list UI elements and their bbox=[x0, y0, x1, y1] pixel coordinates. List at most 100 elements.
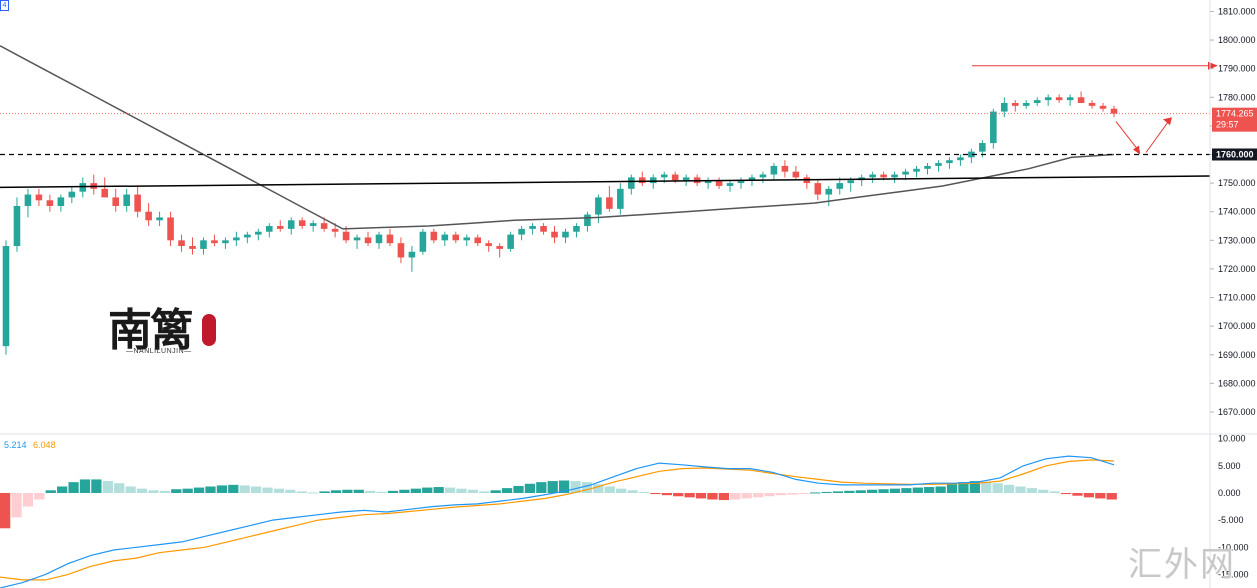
macd-histogram-bar bbox=[809, 492, 821, 494]
macd-pane[interactable] bbox=[0, 455, 1117, 588]
price-tick-label: 1740.000 bbox=[1218, 207, 1256, 217]
last-price-value: 1774.265 bbox=[1216, 109, 1254, 119]
candle bbox=[803, 174, 811, 189]
candle-body bbox=[562, 231, 569, 238]
macd-histogram-bar bbox=[182, 488, 193, 493]
macd-histogram-bar bbox=[752, 493, 764, 498]
candle bbox=[1088, 100, 1096, 109]
candle-body bbox=[397, 243, 405, 258]
macd-histogram-bar bbox=[422, 487, 433, 493]
candle bbox=[134, 185, 141, 218]
macd-histogram-bar bbox=[969, 481, 980, 493]
candle-body bbox=[244, 234, 251, 238]
price-tick-label: 1710.000 bbox=[1218, 293, 1256, 303]
candle-body bbox=[1022, 102, 1030, 106]
candle-body bbox=[1066, 97, 1074, 101]
candle-body bbox=[222, 240, 229, 244]
candle bbox=[792, 165, 800, 181]
candle-body bbox=[584, 214, 591, 227]
candle bbox=[211, 234, 218, 247]
candle bbox=[1011, 100, 1019, 112]
candle-body bbox=[737, 180, 745, 184]
candle-body bbox=[46, 200, 54, 206]
macd-histogram-bar bbox=[627, 490, 638, 493]
macd-histogram-bar bbox=[741, 493, 752, 499]
price-tick-label: 1730.000 bbox=[1218, 235, 1256, 245]
macd-histogram-bar bbox=[832, 491, 844, 493]
candle-body bbox=[68, 191, 76, 198]
macd-tick-label: -5.000 bbox=[1218, 515, 1244, 525]
candle-body bbox=[1110, 108, 1118, 114]
candle-body bbox=[408, 251, 416, 258]
macd-histogram-bar bbox=[798, 493, 809, 495]
candle-body bbox=[836, 183, 844, 189]
candle-body bbox=[968, 151, 975, 158]
macd-histogram-bar bbox=[376, 491, 387, 493]
candle-body bbox=[101, 188, 109, 198]
macd-histogram-bar bbox=[34, 493, 45, 500]
candle bbox=[145, 203, 152, 227]
candle-body bbox=[342, 231, 350, 241]
candle bbox=[35, 188, 43, 206]
candle bbox=[375, 231, 383, 249]
candle bbox=[353, 234, 361, 249]
macd-histogram-bar bbox=[228, 484, 239, 493]
macd-histogram-bar bbox=[775, 493, 787, 496]
macd-histogram-bar bbox=[136, 488, 148, 493]
candle-body bbox=[990, 111, 997, 144]
macd-histogram-bar bbox=[205, 486, 216, 493]
macd-tick-label: 0.000 bbox=[1218, 488, 1241, 498]
candle-body bbox=[869, 174, 876, 178]
macd-histogram-bar bbox=[924, 487, 935, 493]
candle bbox=[737, 177, 745, 189]
macd-histogram-bar bbox=[501, 488, 513, 493]
candle-body bbox=[979, 143, 986, 152]
candle bbox=[430, 228, 438, 244]
logo-seal bbox=[202, 314, 216, 346]
macd-histogram-bar bbox=[638, 491, 650, 493]
candle bbox=[1066, 94, 1074, 106]
candle-body bbox=[847, 180, 855, 184]
price-tick-label: 1720.000 bbox=[1218, 264, 1256, 274]
candle-body bbox=[496, 246, 503, 249]
candle bbox=[1077, 91, 1085, 103]
candle bbox=[474, 234, 482, 247]
macd-histogram-bar bbox=[695, 493, 707, 499]
macd-histogram-bar bbox=[57, 486, 68, 493]
candle-body bbox=[617, 188, 624, 209]
macd-histogram-bar bbox=[479, 491, 490, 493]
macd-histogram-bar bbox=[193, 487, 205, 493]
macd-histogram-bar bbox=[433, 487, 444, 493]
level-tag: 1760.000 bbox=[1212, 148, 1257, 161]
signal-value: 6.048 bbox=[33, 440, 56, 450]
candle-body bbox=[551, 231, 558, 238]
macd-histogram-bar bbox=[330, 490, 342, 493]
candle-body bbox=[353, 237, 361, 241]
macd-histogram-bar bbox=[296, 491, 307, 493]
candle bbox=[178, 234, 185, 252]
price-tick-label: 1680.000 bbox=[1218, 378, 1256, 388]
price-tick-label: 1810.000 bbox=[1218, 6, 1256, 16]
candle-body bbox=[452, 234, 460, 241]
macd-histogram-bar bbox=[114, 483, 125, 493]
candle-body bbox=[364, 237, 372, 244]
macd-value: 5.214 bbox=[4, 440, 27, 450]
candle-body bbox=[715, 180, 723, 186]
candle bbox=[200, 237, 207, 255]
price-pane[interactable] bbox=[0, 45, 1218, 355]
corner-badge[interactable]: 4 bbox=[0, 0, 9, 11]
candle bbox=[1110, 105, 1118, 118]
candle bbox=[540, 223, 547, 235]
candle-body bbox=[759, 174, 767, 178]
price-tick-label: 1750.000 bbox=[1218, 178, 1256, 188]
macd-tick-label: -10.000 bbox=[1218, 542, 1249, 552]
macd-histogram-bar bbox=[661, 493, 672, 496]
candle bbox=[770, 163, 778, 181]
candle-body bbox=[682, 177, 690, 181]
candle bbox=[968, 148, 975, 164]
macd-histogram-bar bbox=[1049, 491, 1060, 493]
candle-body bbox=[595, 197, 602, 215]
candle-body bbox=[13, 205, 21, 247]
